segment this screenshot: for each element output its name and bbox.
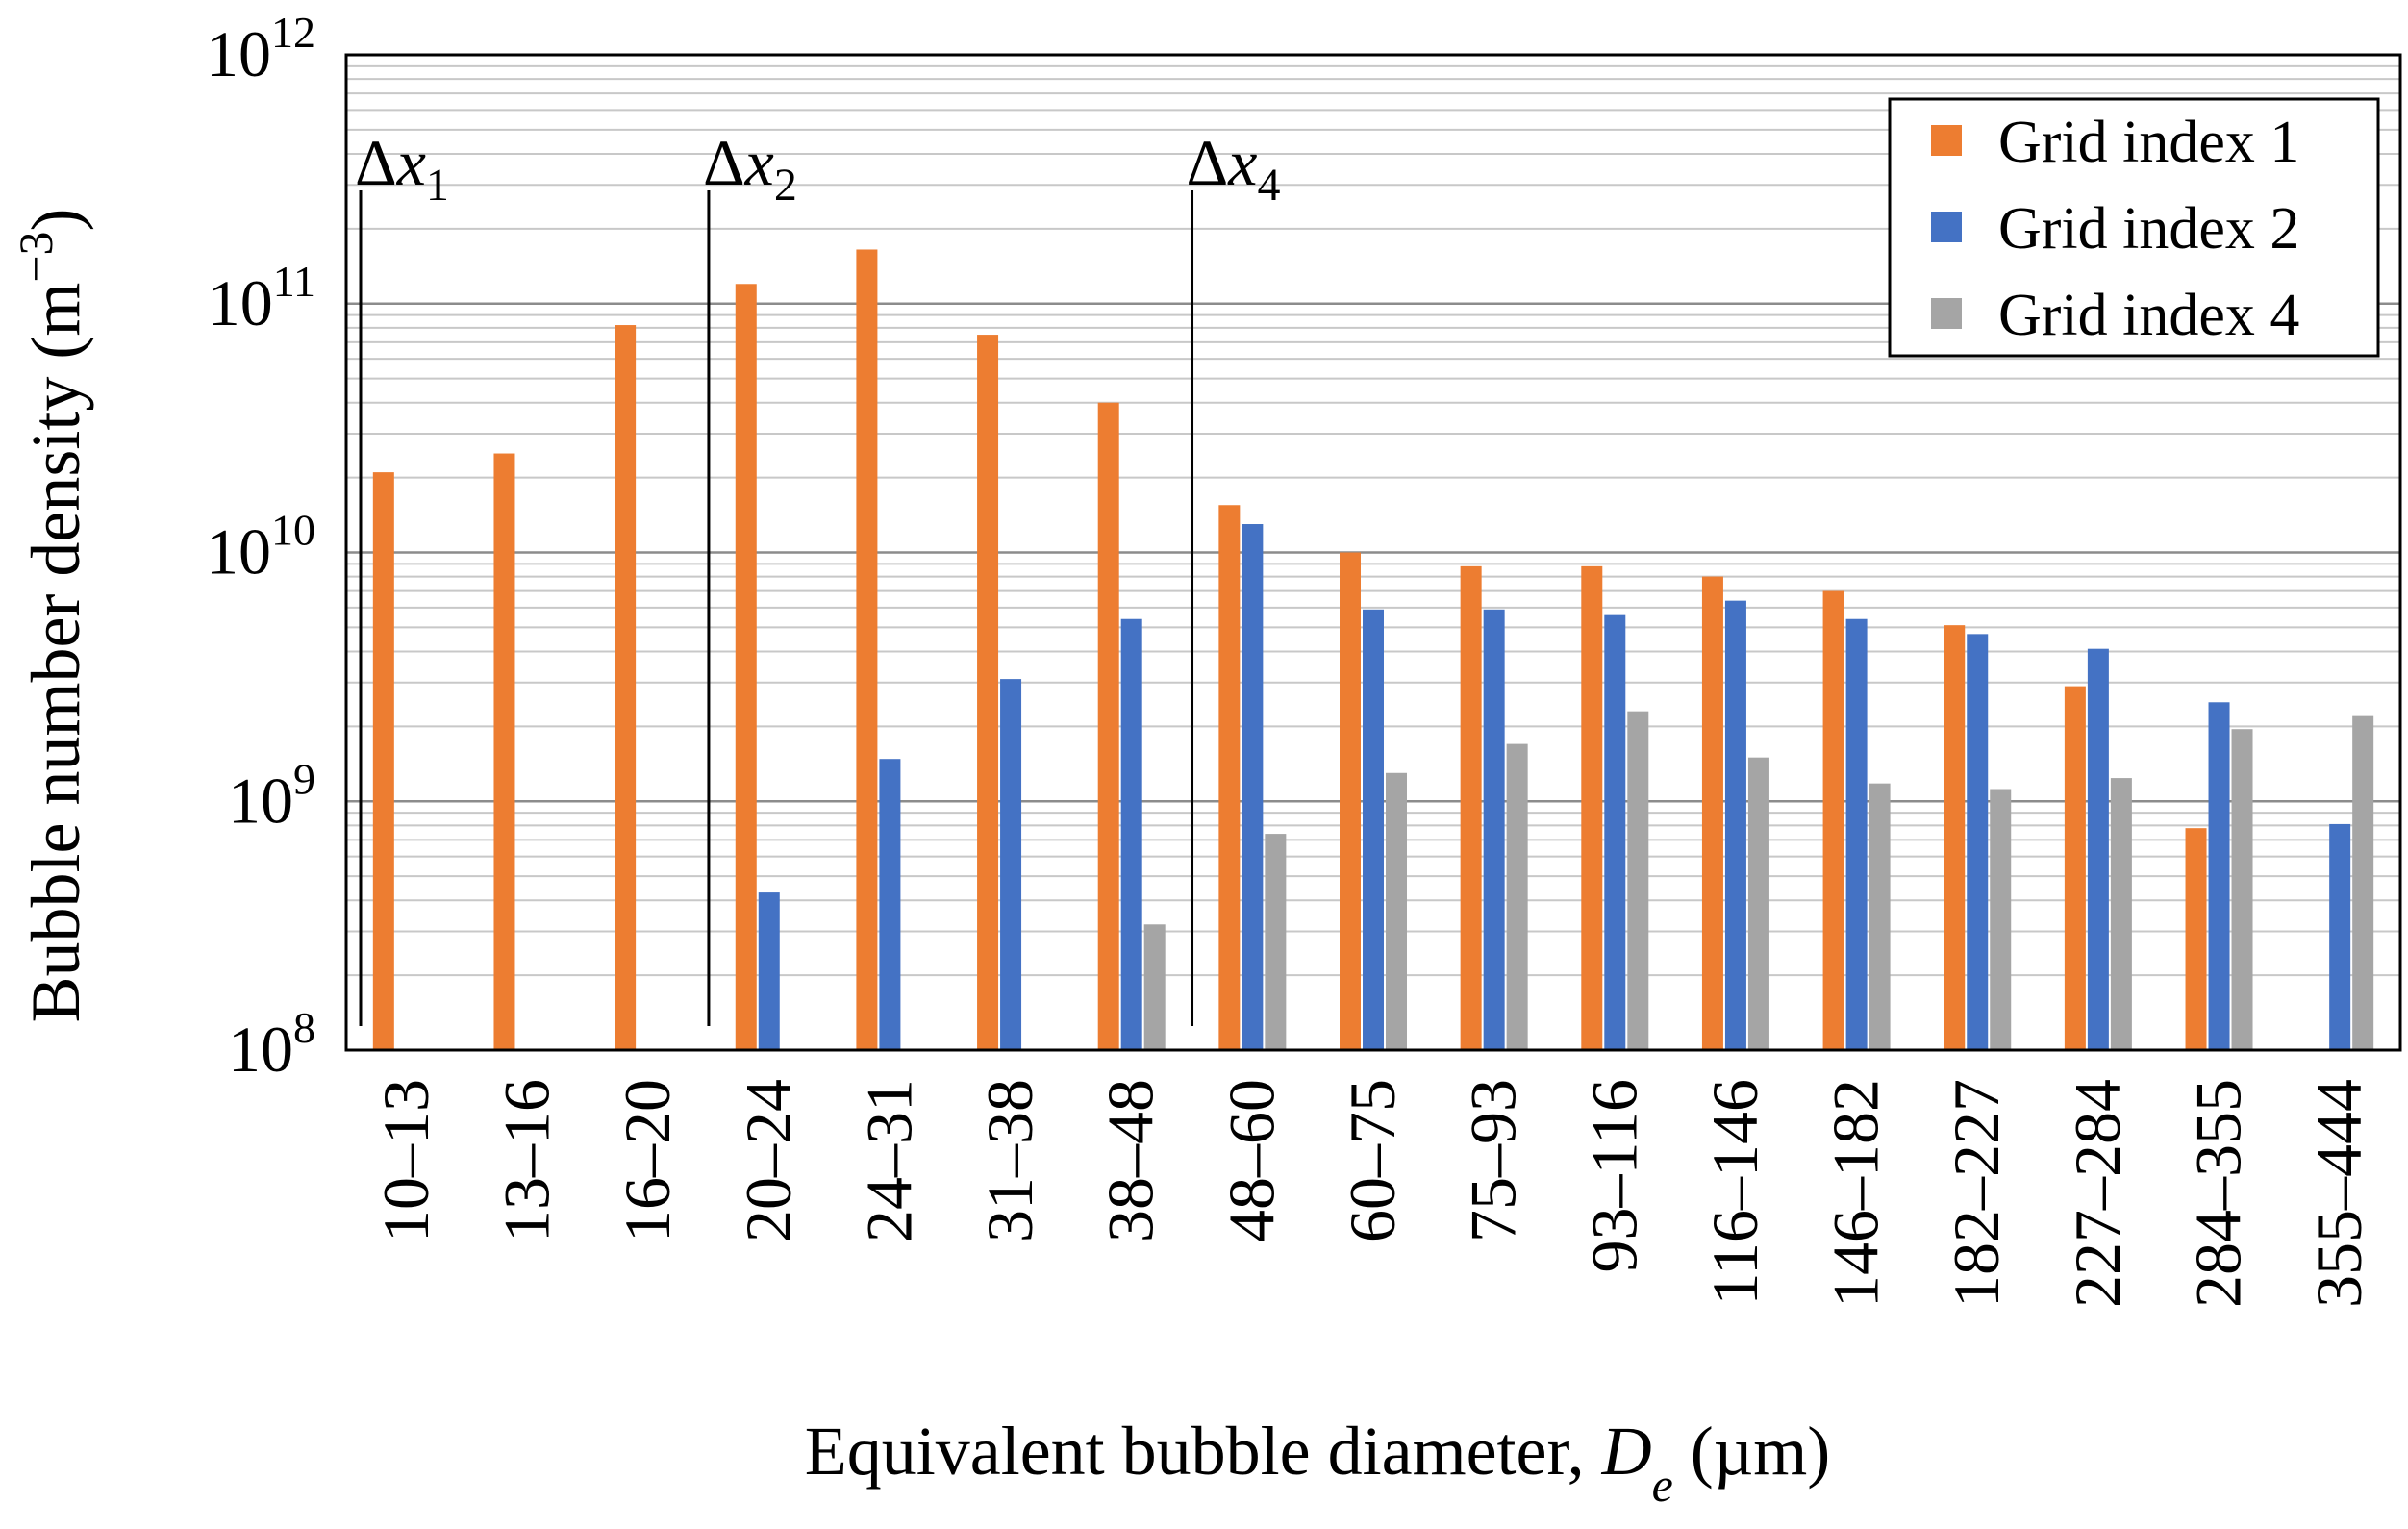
bar-grid-index-4-11	[1747, 757, 1769, 1050]
bar-grid-index-1-9	[1460, 565, 1482, 1050]
bar-grid-index-1-4	[856, 249, 878, 1050]
bar-grid-index-2-6	[1120, 618, 1142, 1050]
bar-grid-index-1-12	[1822, 590, 1844, 1050]
x-axis-label: Equivalent bubble diameter, De (µm)	[805, 1413, 1831, 1512]
marker-label: Δx4	[1187, 126, 1281, 211]
bar-grid-index-4-15	[2231, 729, 2253, 1050]
x-tick-label: 182–227	[1940, 1079, 2013, 1308]
bar-grid-index-2-12	[1845, 618, 1868, 1050]
bar-grid-index-2-3	[758, 892, 780, 1050]
x-tick-label: 31–38	[973, 1079, 1046, 1242]
bar-grid-index-2-4	[879, 759, 901, 1050]
y-axis-label: Bubble number density (m−3)	[9, 208, 94, 1022]
legend-label: Grid index 2	[1998, 196, 2299, 262]
legend-label: Grid index 4	[1998, 283, 2299, 348]
bar-grid-index-1-11	[1701, 576, 1723, 1050]
bar-grid-index-1-7	[1218, 505, 1241, 1050]
y-tick-label: 1011	[208, 257, 315, 339]
bar-grid-index-2-10	[1604, 614, 1626, 1050]
bar-grid-index-1-13	[1944, 625, 1966, 1050]
bar-grid-index-4-12	[1869, 783, 1891, 1050]
y-tick-label: 1012	[206, 8, 315, 90]
marker-label: Δx1	[355, 126, 449, 211]
x-tick-label: 24–31	[852, 1079, 925, 1242]
region-markers: Δx1 Δx2 Δx4	[355, 126, 1280, 1026]
bar-grid-index-1-2	[615, 325, 637, 1050]
y-tick-label: 108	[228, 1003, 315, 1086]
bar-grid-index-4-7	[1265, 834, 1287, 1050]
bars	[372, 249, 2374, 1051]
y-tick-labels: 108 109 1010 1011 1012	[206, 8, 315, 1086]
y-tick-label: 109	[228, 754, 315, 837]
bar-grid-index-4-10	[1627, 711, 1649, 1050]
x-tick-label: 284–355	[2182, 1079, 2255, 1308]
bar-grid-index-2-9	[1483, 609, 1505, 1050]
x-tick-label: 20–24	[732, 1079, 805, 1242]
bar-grid-index-2-16	[2329, 823, 2351, 1050]
bar-grid-index-1-6	[1097, 402, 1119, 1050]
x-tick-label: 16–20	[611, 1079, 684, 1242]
x-tick-label: 355–444	[2302, 1079, 2375, 1308]
x-tick-label: 75–93	[1457, 1079, 1530, 1242]
bar-grid-index-2-13	[1967, 634, 1989, 1050]
bar-grid-index-4-14	[2110, 778, 2132, 1050]
bar-grid-index-2-14	[2087, 648, 2109, 1050]
legend-swatch	[1931, 212, 1962, 242]
bar-grid-index-1-8	[1340, 552, 1361, 1050]
x-tick-label: 48–60	[1215, 1079, 1288, 1242]
x-tick-labels: 10–13 13–16 16–20 20–24 24–31 31–38 38–48 48–60…	[369, 1079, 2375, 1308]
legend-swatch	[1931, 298, 1962, 329]
plot-area-frame	[344, 53, 2402, 1052]
bar-grid-index-2-5	[1000, 679, 1022, 1050]
bar-grid-index-4-16	[2352, 715, 2374, 1050]
bar-grid-index-4-9	[1506, 743, 1528, 1050]
x-tick-label: 13–16	[489, 1079, 563, 1242]
x-tick-label: 93–116	[1577, 1079, 1650, 1272]
legend-swatch	[1931, 125, 1962, 156]
bar-grid-index-4-8	[1386, 772, 1407, 1050]
marker-label: Δx2	[703, 126, 797, 211]
legend-box	[1888, 97, 2380, 358]
x-tick-label: 116–146	[1698, 1079, 1771, 1305]
x-tick-label: 227–284	[2061, 1079, 2134, 1308]
bar-grid-index-1-5	[977, 335, 999, 1051]
bar-grid-index-1-14	[2064, 686, 2086, 1050]
bar-grid-index-1-10	[1581, 565, 1603, 1050]
x-tick-label: 38–48	[1094, 1079, 1167, 1242]
bar-grid-index-1-0	[372, 472, 394, 1051]
legend: Grid index 1 Grid index 2 Grid index 4	[1888, 97, 2380, 358]
y-tick-label: 1010	[206, 506, 315, 589]
bar-grid-index-2-7	[1242, 524, 1264, 1050]
bar-grid-index-1-15	[2185, 828, 2207, 1050]
legend-label: Grid index 1	[1998, 110, 2299, 175]
x-tick-label: 60–75	[1336, 1079, 1409, 1242]
bar-grid-index-2-15	[2208, 702, 2230, 1050]
bar-grid-index-4-13	[1990, 789, 2012, 1050]
bar-grid-index-2-11	[1724, 600, 1746, 1050]
x-tick-label: 146–182	[1819, 1079, 1893, 1308]
bar-grid-index-1-1	[493, 453, 515, 1050]
bar-grid-index-1-3	[735, 284, 757, 1050]
bar-grid-index-2-8	[1363, 609, 1384, 1050]
bar-grid-index-4-6	[1143, 924, 1166, 1050]
x-tick-label: 10–13	[369, 1079, 442, 1242]
